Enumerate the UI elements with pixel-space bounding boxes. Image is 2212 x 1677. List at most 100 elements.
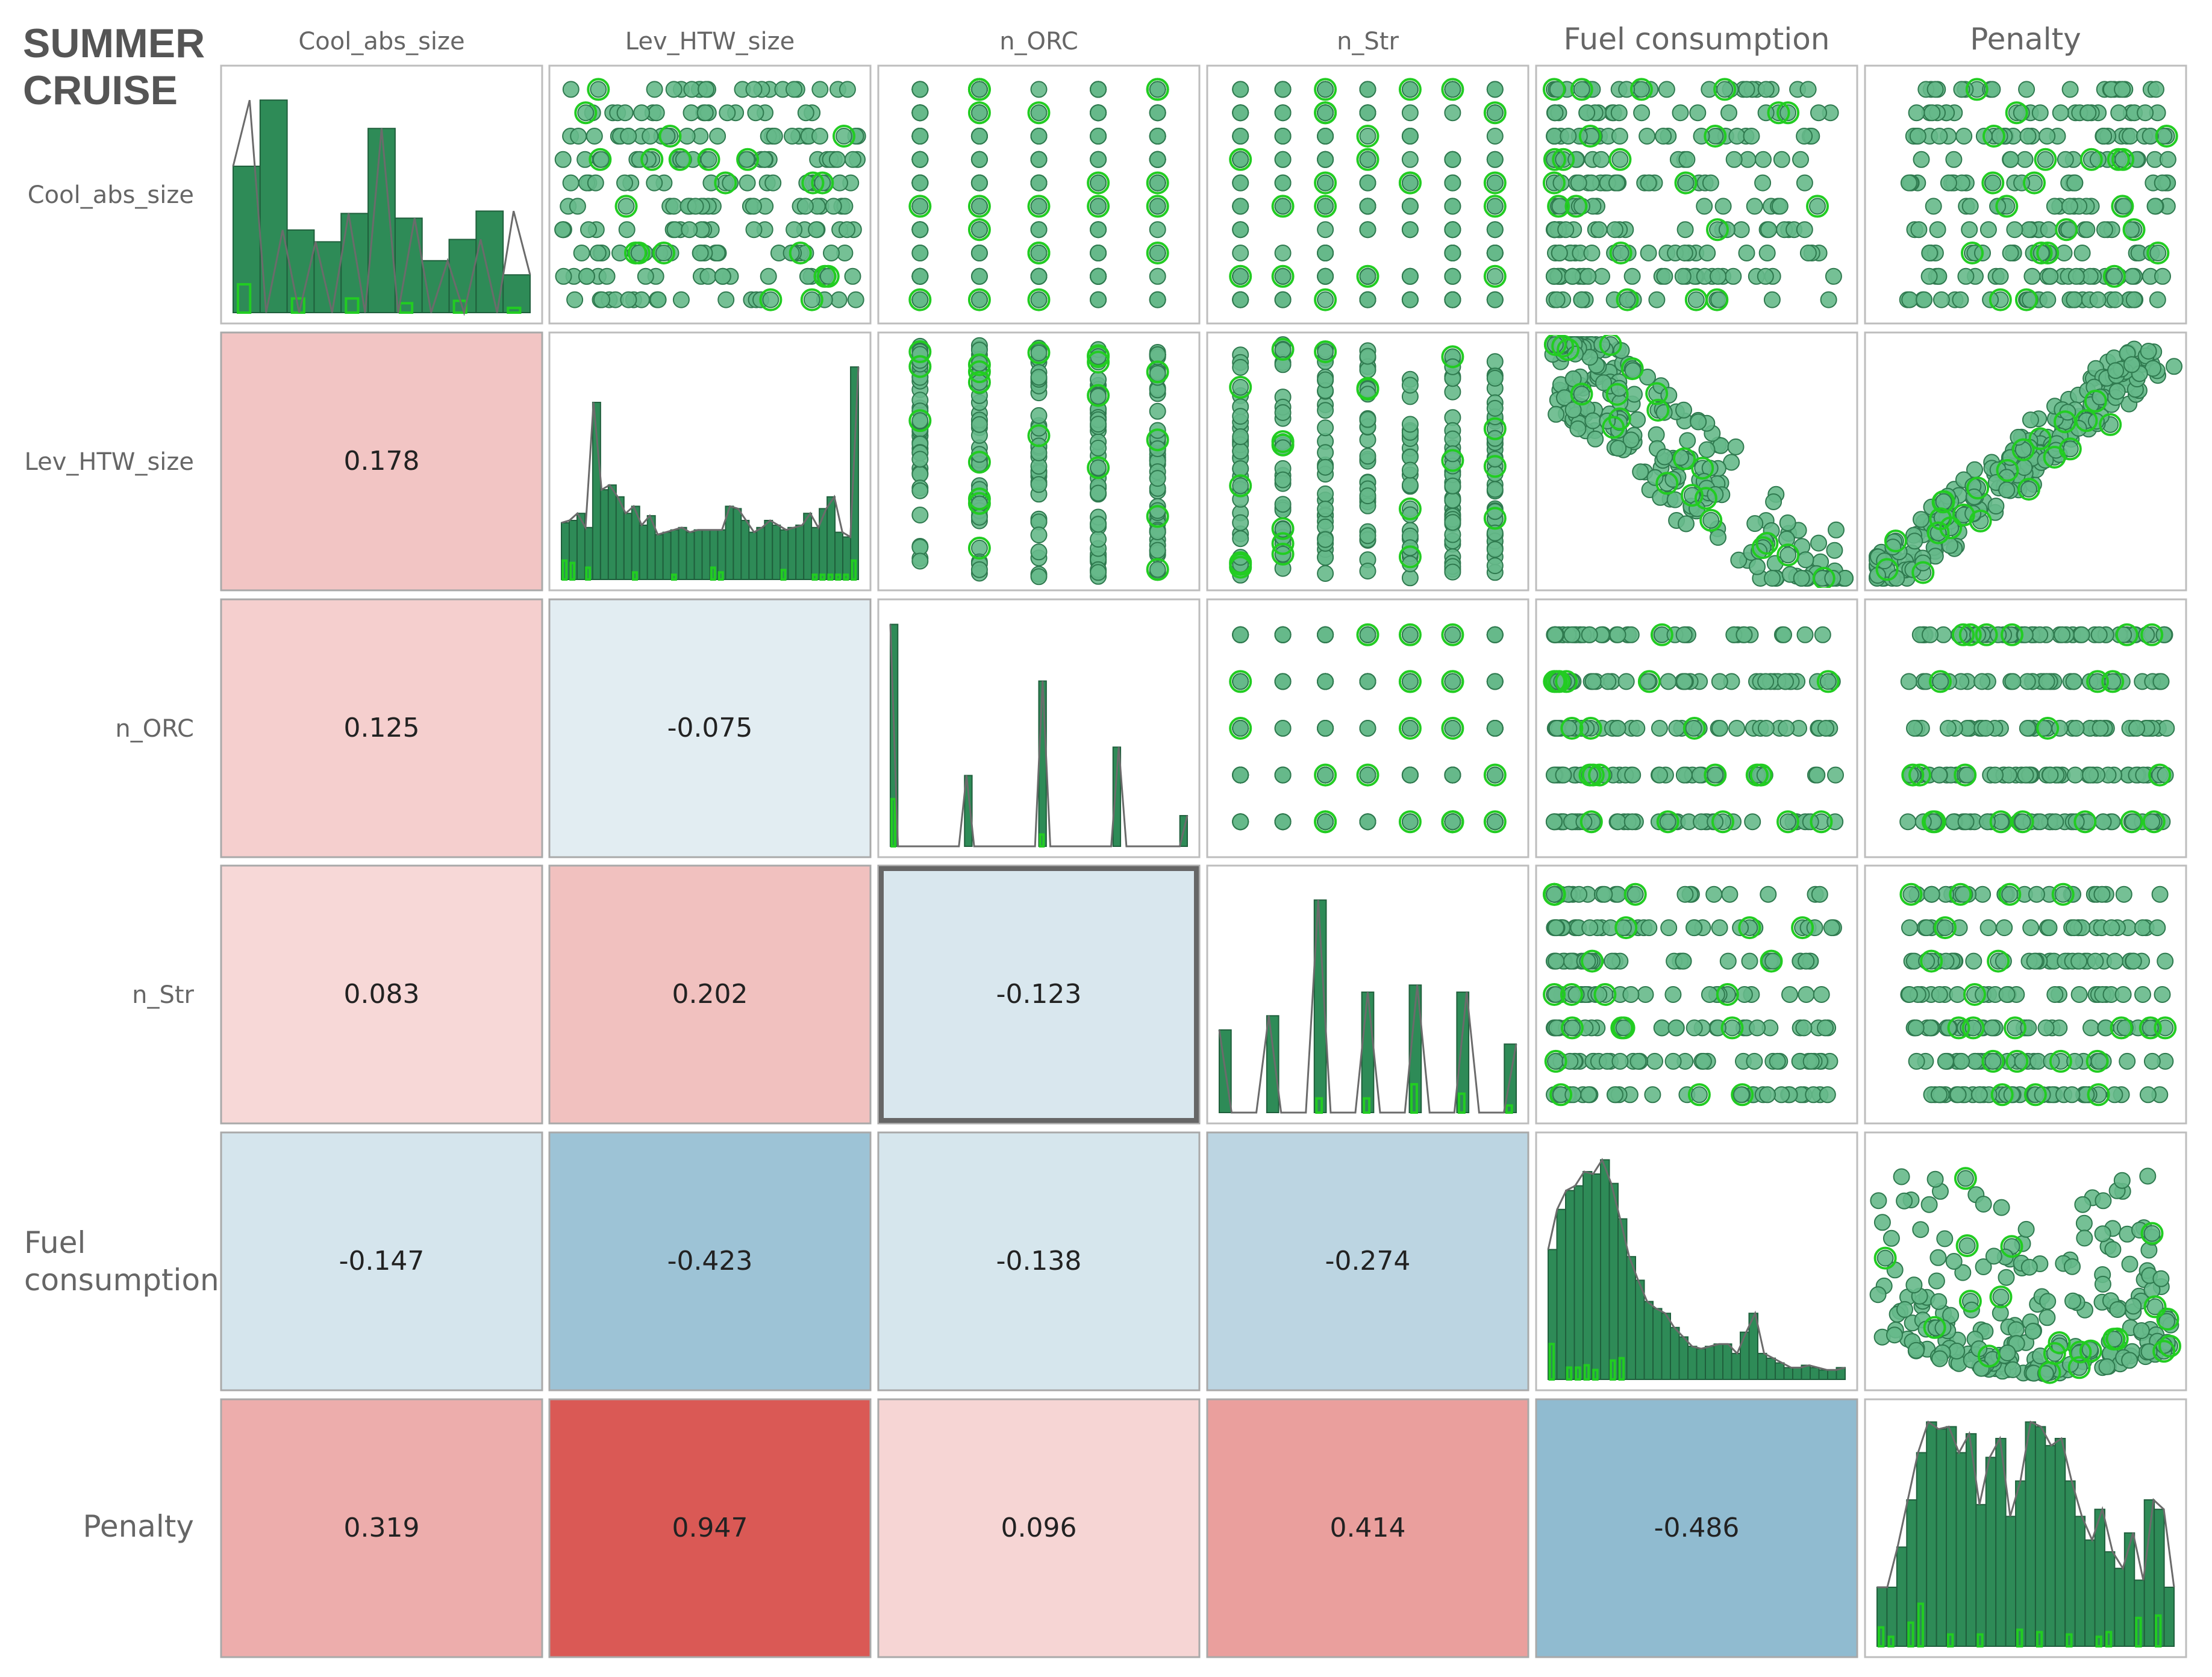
- scatter-cell-n-orc-n-str[interactable]: [1206, 598, 1529, 858]
- scatter-point: [2004, 1361, 2022, 1378]
- scatter-point: [1317, 81, 1334, 98]
- scatter-point: [1090, 439, 1107, 457]
- scatter-point: [1611, 128, 1628, 145]
- scatter-cell-n-str-fuel-consumption[interactable]: [1535, 864, 1858, 1125]
- scatter-cell-cool-abs-size-lev-htw-size[interactable]: [548, 64, 872, 325]
- cell-frame: [1535, 64, 1858, 325]
- scatter-point-highlight: [1932, 490, 1955, 513]
- histogram-fuel-consumption[interactable]: [1535, 1131, 1858, 1391]
- scatter-cell-cool-abs-size-penalty[interactable]: [1864, 64, 2187, 325]
- scatter-point: [1486, 503, 1504, 520]
- hist-density-line: [889, 624, 1189, 848]
- hist-bar: [1670, 1326, 1680, 1381]
- scatter-point: [1931, 766, 1948, 784]
- scatter-point: [1090, 484, 1107, 502]
- scatter-point: [911, 267, 929, 285]
- hist-highlight-bar: [632, 571, 638, 581]
- corr-cell-n-str-lev-htw-size[interactable]: 0.202: [548, 864, 872, 1125]
- scatter-point: [1781, 986, 1798, 1003]
- corr-cell-n-str-n-orc[interactable]: -0.123: [877, 864, 1201, 1125]
- scatter-point: [1926, 81, 1944, 98]
- corr-cell-penalty-n-str[interactable]: 0.414: [1206, 1398, 1529, 1658]
- scatter-point: [1444, 174, 1461, 192]
- scatter-point: [699, 267, 717, 285]
- scatter-point-highlight: [1314, 763, 1337, 787]
- scatter-point-highlight: [1314, 288, 1337, 311]
- scatter-point-highlight: [2087, 1083, 2110, 1107]
- scatter-point-highlight: [1608, 407, 1631, 431]
- scatter-point: [1979, 221, 1997, 239]
- corr-cell-fuel-consumption-n-orc[interactable]: -0.138: [877, 1131, 1201, 1391]
- hist-highlight-bar: [1592, 1369, 1599, 1381]
- corr-cell-fuel-consumption-cool-abs-size[interactable]: -0.147: [220, 1131, 543, 1391]
- scatter-cell-cool-abs-size-fuel-consumption[interactable]: [1535, 64, 1858, 325]
- hist-bar: [1740, 1331, 1750, 1381]
- scatter-point: [698, 81, 714, 98]
- scatter-point: [1030, 345, 1048, 361]
- scatter-cell-lev-htw-size-n-str[interactable]: [1206, 331, 1529, 592]
- scatter-point: [1317, 531, 1334, 548]
- scatter-point-highlight: [1650, 623, 1673, 646]
- scatter-point: [2096, 221, 2113, 239]
- col-label-n-orc: n_ORC: [999, 28, 1078, 55]
- scatter-point: [1746, 198, 1763, 215]
- scatter-point-highlight: [1441, 717, 1464, 740]
- scatter-cell-lev-htw-size-penalty[interactable]: [1864, 331, 2187, 592]
- scatter-point: [1548, 919, 1565, 937]
- scatter-point: [1905, 1276, 1923, 1294]
- scatter-point: [1676, 673, 1693, 690]
- histogram-lev-htw-size[interactable]: [548, 331, 872, 592]
- hist-bar: [1661, 1313, 1671, 1380]
- scatter-point: [1656, 267, 1673, 285]
- corr-cell-n-str-cool-abs-size[interactable]: 0.083: [220, 864, 543, 1125]
- scatter-point: [1090, 198, 1107, 215]
- scatter-point: [696, 104, 714, 122]
- histogram-n-orc[interactable]: [877, 598, 1201, 858]
- scatter-point: [1149, 346, 1166, 363]
- scatter-point: [1998, 1269, 2015, 1286]
- scatter-point: [1760, 221, 1777, 239]
- scatter-point-highlight: [1981, 1049, 2005, 1073]
- scatter-point: [2016, 151, 2034, 168]
- scatter-point: [1660, 673, 1677, 690]
- scatter-cell-n-str-penalty[interactable]: [1864, 864, 2187, 1125]
- scatter-point: [1573, 386, 1590, 403]
- scatter-point: [1030, 407, 1048, 424]
- corr-cell-penalty-lev-htw-size[interactable]: 0.947: [548, 1398, 872, 1658]
- scatter-point-highlight: [1674, 171, 1698, 195]
- scatter-cell-n-orc-penalty[interactable]: [1864, 598, 2187, 858]
- scatter-cell-cool-abs-size-n-orc[interactable]: [877, 64, 1201, 325]
- scatter-point: [1232, 460, 1249, 477]
- scatter-point: [620, 128, 637, 145]
- corr-cell-fuel-consumption-n-str[interactable]: -0.274: [1206, 1131, 1529, 1391]
- histogram-n-str[interactable]: [1206, 864, 1529, 1125]
- scatter-point: [717, 291, 735, 308]
- corr-cell-n-orc-lev-htw-size[interactable]: -0.075: [548, 598, 872, 858]
- corr-cell-penalty-cool-abs-size[interactable]: 0.319: [220, 1398, 543, 1658]
- histogram-penalty[interactable]: [1864, 1398, 2187, 1658]
- scatter-point: [1926, 1170, 1944, 1188]
- scatter-point-highlight: [1899, 882, 1923, 906]
- corr-value: -0.138: [996, 1246, 1082, 1276]
- scatter-point-highlight: [1570, 383, 1593, 406]
- corr-cell-lev-htw-size-cool-abs-size[interactable]: 0.178: [220, 331, 543, 592]
- corr-cell-n-orc-cool-abs-size[interactable]: 0.125: [220, 598, 543, 858]
- histogram-cool-abs-size[interactable]: [220, 64, 543, 325]
- scatter-point-highlight: [1687, 1083, 1711, 1107]
- scatter-cell-n-orc-fuel-consumption[interactable]: [1535, 598, 1858, 858]
- scatter-cell-lev-htw-size-fuel-consumption[interactable]: [1535, 331, 1858, 592]
- hist-density-line: [1547, 1158, 1846, 1371]
- scatter-point-highlight: [1555, 670, 1578, 693]
- scatter-cell-fuel-consumption-penalty[interactable]: [1864, 1131, 2187, 1391]
- scatter-point: [2064, 1258, 2081, 1275]
- scatter-point: [1030, 128, 1048, 145]
- scatter-point: [1317, 485, 1334, 502]
- scatter-point: [1628, 720, 1646, 737]
- corr-cell-fuel-consumption-lev-htw-size[interactable]: -0.423: [548, 1131, 872, 1391]
- corr-cell-penalty-n-orc[interactable]: 0.096: [877, 1398, 1201, 1658]
- corr-cell-penalty-fuel-consumption[interactable]: -0.486: [1535, 1398, 1858, 1658]
- scatter-point: [2023, 267, 2041, 285]
- scatter-point: [745, 221, 763, 239]
- scatter-cell-lev-htw-size-n-orc[interactable]: [877, 331, 1201, 592]
- scatter-cell-cool-abs-size-n-str[interactable]: [1206, 64, 1529, 325]
